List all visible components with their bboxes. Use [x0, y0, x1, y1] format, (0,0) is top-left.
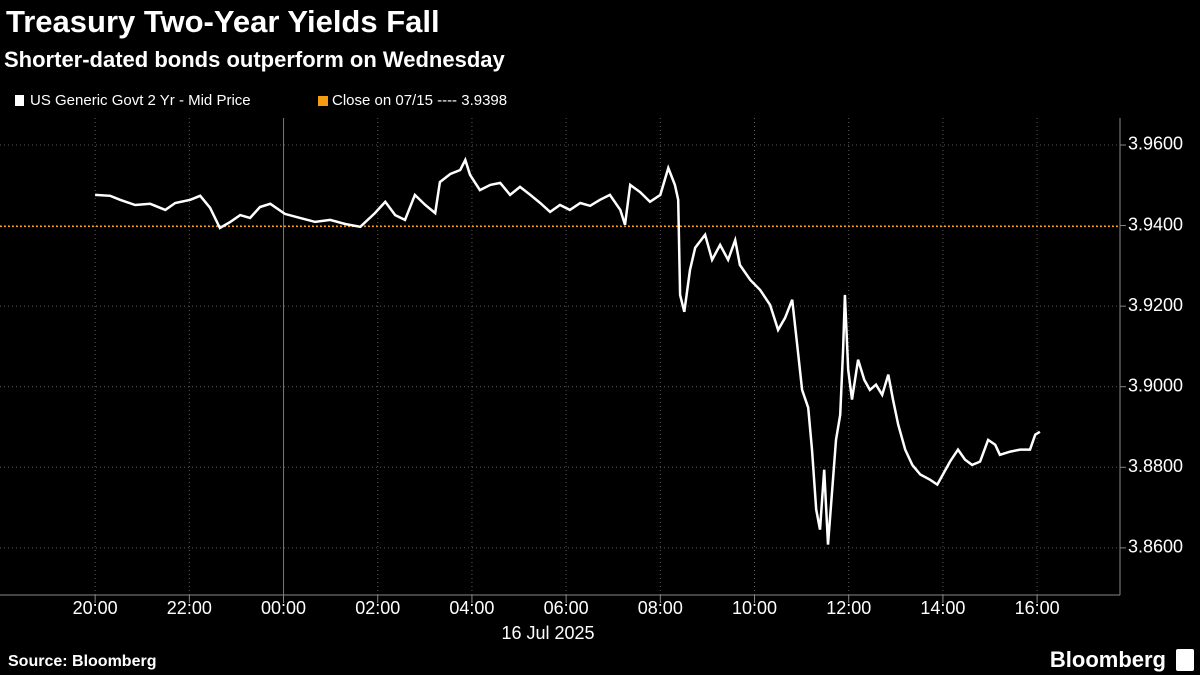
legend-label: US Generic Govt 2 Yr - Mid Price	[30, 92, 251, 109]
y-tick-label: 3.9400	[1128, 214, 1183, 234]
x-tick-label: 02:00	[355, 598, 400, 618]
x-tick-label: 20:00	[73, 598, 118, 618]
brand: Bloomberg	[1050, 647, 1166, 672]
y-tick-label: 3.9600	[1128, 134, 1183, 154]
x-tick-label: 06:00	[544, 598, 589, 618]
source: Source: Bloomberg	[8, 653, 156, 670]
y-tick-label: 3.9200	[1128, 295, 1183, 315]
x-tick-label: 08:00	[638, 598, 683, 618]
y-tick-label: 3.8600	[1128, 537, 1183, 557]
chart-title: Treasury Two-Year Yields Fall	[6, 4, 440, 39]
y-tick-label: 3.8800	[1128, 456, 1183, 476]
legend-swatch	[318, 96, 328, 106]
y-tick-label: 3.9000	[1128, 375, 1183, 395]
x-tick-label: 14:00	[920, 598, 965, 618]
x-tick-label: 22:00	[167, 598, 212, 618]
chart-subtitle: Shorter-dated bonds outperform on Wednes…	[4, 47, 506, 72]
x-tick-label: 10:00	[732, 598, 777, 618]
series-line	[95, 156, 1041, 545]
legend-swatch	[15, 95, 24, 106]
x-tick-label: 12:00	[826, 598, 871, 618]
brand-icon	[1176, 649, 1194, 671]
x-tick-label: 04:00	[449, 598, 494, 618]
x-tick-label: 00:00	[261, 598, 306, 618]
x-axis-label: 16 Jul 2025	[501, 623, 594, 643]
legend-label: Close on 07/15 ---- 3.9398	[332, 92, 507, 109]
x-tick-label: 16:00	[1015, 598, 1060, 618]
